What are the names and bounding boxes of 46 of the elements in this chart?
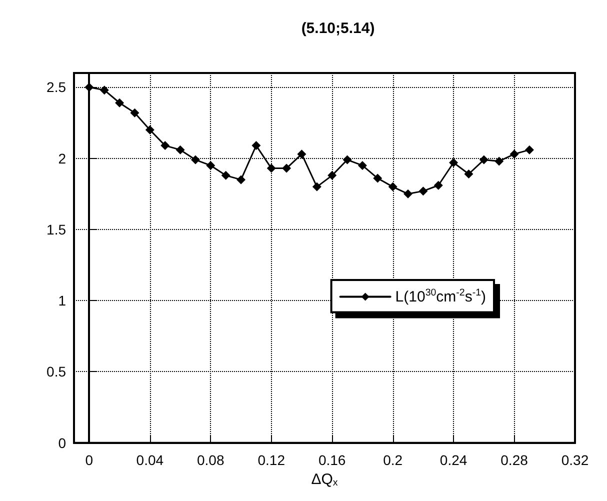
point — [494, 156, 504, 166]
y-tick-label: 1 — [58, 292, 66, 309]
point — [100, 86, 109, 95]
point — [312, 182, 322, 192]
point — [145, 125, 154, 134]
point — [373, 174, 382, 183]
point — [464, 169, 474, 178]
y-tick-label: 2 — [58, 150, 66, 166]
point — [404, 189, 412, 198]
point — [266, 164, 276, 173]
point — [115, 98, 124, 108]
x-tick-label: 0.16 — [318, 452, 346, 468]
point — [252, 141, 261, 150]
x-tick-label: 0.2 — [383, 452, 403, 468]
point — [297, 150, 306, 159]
x-tick-label: 0.24 — [440, 452, 468, 468]
point — [282, 164, 292, 173]
x-tick-label: 0.28 — [500, 452, 528, 468]
point — [479, 155, 488, 164]
x-tick-label: 0.04 — [136, 452, 164, 468]
point — [176, 145, 185, 154]
x-tick-label: 0.12 — [258, 452, 286, 468]
x-tick-label: 0 — [85, 452, 94, 468]
point — [190, 155, 200, 164]
point — [418, 186, 428, 196]
y-tick-label: 2.5 — [46, 79, 66, 96]
point — [130, 108, 140, 118]
point — [434, 180, 443, 190]
y-tick-label: 0 — [58, 434, 66, 451]
point — [342, 155, 352, 164]
y-tick-label: 1.5 — [46, 221, 66, 238]
y-tick-label: 0.5 — [46, 364, 66, 380]
point — [510, 150, 519, 159]
point — [358, 160, 367, 170]
point — [160, 141, 170, 150]
point — [236, 175, 246, 184]
point — [388, 182, 398, 192]
point — [328, 170, 337, 180]
point — [84, 82, 94, 92]
point — [206, 160, 216, 170]
point — [449, 158, 458, 168]
point — [524, 145, 534, 154]
x-tick-label: 0.32 — [561, 452, 589, 468]
x-tick-label: 0.08 — [197, 452, 224, 468]
chart-title: (5.10;5.14) — [301, 20, 375, 37]
point — [221, 170, 230, 180]
